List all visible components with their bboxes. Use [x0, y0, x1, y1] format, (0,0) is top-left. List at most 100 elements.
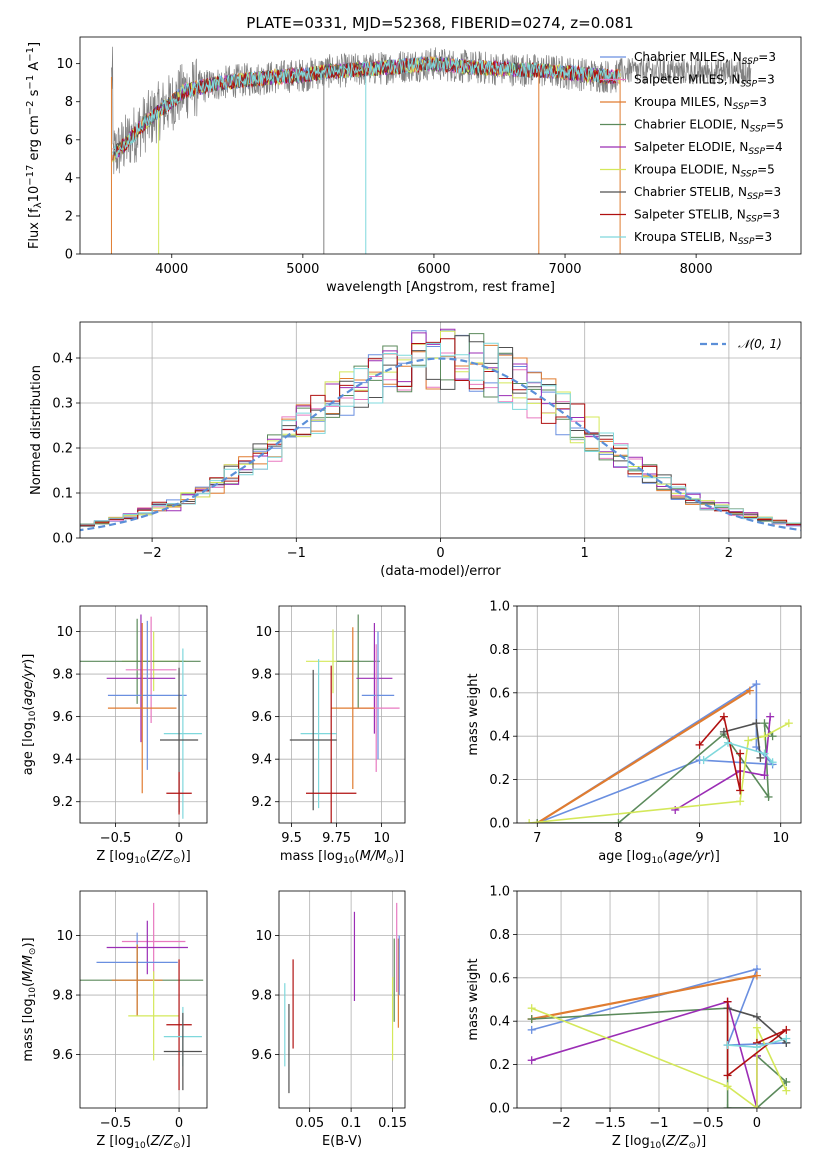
y-tick-label: 9.6	[52, 1048, 73, 1063]
x-tick-label: 9.75	[322, 831, 351, 846]
spectrum-legend: Chabrier MILES, NSSP=3 Salpeter MILES, NS…	[600, 50, 784, 247]
y-tick-label: 0.2	[489, 773, 510, 788]
x-axis-label: Z [log10(Z/Z⊙)]	[96, 849, 190, 866]
y-tick-label: 9.2	[52, 795, 73, 810]
weight-marker	[782, 1077, 791, 1086]
x-tick-label: −0.5	[100, 1116, 132, 1131]
errorbar-point	[336, 614, 380, 709]
weight-marker	[723, 1104, 732, 1108]
y-axis-label: age [log10(age/yr)]	[21, 654, 38, 776]
axes-frame	[79, 605, 208, 824]
x-tick-label: 7000	[548, 262, 581, 277]
y-axis-label: Flux [fλ10−17 erg cm−2 s−1 A−1]	[25, 42, 44, 249]
weight-marker	[764, 792, 773, 801]
x-tick-label: −2	[143, 546, 162, 561]
errorbar-point	[163, 1012, 202, 1091]
x-tick-label: 6000	[417, 262, 450, 277]
x-tick-label: −1	[649, 1116, 668, 1131]
y-axis-label: mass weight	[466, 958, 481, 1040]
errorbar-point	[128, 971, 180, 1061]
weight_vs_Z-panel: −2 −1.5 −1 −0.5 0 0.0 0.2 0.4 0.6 0.8 1.0 Z [log10(…	[466, 885, 802, 1151]
spectrum-plot-area	[110, 46, 752, 254]
weight-marker	[527, 1056, 536, 1065]
x-tick-label: 8	[614, 831, 622, 846]
errorbar-point	[107, 623, 177, 794]
weight-marker	[736, 797, 745, 806]
weight-marker	[752, 680, 761, 689]
x-tick-label: 0.15	[378, 1116, 407, 1131]
mass_vs_ebv-plot-area	[284, 902, 400, 1094]
legend-label: Kroupa ELODIE, NSSP=5	[634, 163, 775, 180]
legend-label: Salpeter ELODIE, NSSP=4	[634, 140, 783, 157]
x-tick-label: 0	[175, 831, 183, 846]
x-axis-label: Z [log10(Z/Z⊙)]	[96, 1134, 190, 1151]
y-tick-label: 0.2	[489, 1058, 510, 1073]
y-tick-label: 0.1	[52, 487, 73, 502]
errorbar-point	[107, 620, 187, 770]
weight-marker	[745, 686, 754, 695]
y-tick-label: 0.8	[489, 643, 510, 658]
weight-marker	[527, 1004, 536, 1013]
weight-marker	[782, 1086, 791, 1095]
y-tick-label: 0.2	[52, 442, 73, 457]
residuals-panel: −2 −1 0 1 2 0.0 0.1 0.2 0.3 0.4 (data-model)/error…	[29, 321, 802, 579]
y-tick-label: 0.3	[52, 397, 73, 412]
errorbar-point	[121, 902, 186, 981]
errorbar-point	[306, 665, 357, 823]
y-tick-label: 9.8	[251, 989, 272, 1004]
x-axis-label: (data-model)/error	[380, 564, 501, 579]
y-tick-label: 0.6	[489, 971, 510, 986]
weight-marker	[784, 719, 793, 728]
y-tick-label: 0.4	[52, 352, 73, 367]
figure-title: PLATE=0331, MJD=52368, FIBERID=0274, z=0…	[246, 14, 633, 32]
y-tick-label: 9.6	[52, 710, 73, 725]
legend-label: 𝒩(0, 1)	[738, 337, 782, 351]
weight-marker	[736, 786, 745, 795]
weight-series-line	[698, 714, 741, 791]
weight-marker	[752, 1023, 761, 1032]
y-tick-label: 0.0	[489, 1102, 510, 1117]
legend-label: Chabrier ELODIE, NSSP=5	[634, 118, 784, 135]
weight-marker	[752, 1043, 761, 1052]
y-tick-label: 0.0	[489, 817, 510, 832]
spectrum-panel: 4000 5000 6000 7000 8000 0 2 4 6 8 10 wavelength [A…	[25, 36, 802, 295]
x-tick-label: −1.5	[594, 1116, 626, 1131]
y-tick-label: 1.0	[489, 885, 510, 900]
x-tick-label: 9	[695, 831, 703, 846]
y-tick-label: 0.0	[52, 532, 73, 547]
x-tick-label: −0.5	[692, 1116, 724, 1131]
weight-series-line	[703, 741, 774, 763]
y-tick-label: 9.8	[52, 989, 73, 1004]
y-tick-label: 9.8	[52, 668, 73, 683]
x-axis-label: mass [log10(M/M⊙)]	[280, 849, 404, 866]
x-tick-label: −1	[287, 546, 306, 561]
model-spectrum	[112, 56, 621, 159]
y-tick-label: 9.8	[251, 668, 272, 683]
y-axis-label: mass [log10(M/M⊙)]	[21, 937, 38, 1061]
legend-label: Chabrier STELIB, NSSP=3	[634, 185, 781, 202]
y-tick-label: 0.6	[489, 686, 510, 701]
errorbar-point	[356, 623, 393, 734]
x-tick-label: 10	[373, 831, 390, 846]
y-tick-label: 0.4	[489, 1015, 510, 1030]
weight-marker	[614, 819, 623, 823]
errorbar-point	[106, 920, 188, 975]
weight-marker	[760, 771, 769, 780]
weight-marker	[723, 1071, 732, 1080]
x-tick-label: 1	[581, 546, 589, 561]
weight-marker	[723, 1082, 732, 1091]
legend-label: Salpeter STELIB, NSSP=3	[634, 208, 780, 225]
weight-marker	[736, 749, 745, 758]
x-axis-label: wavelength [Angstrom, rest frame]	[326, 280, 555, 295]
residual-histogram	[80, 342, 801, 528]
weight-marker	[527, 1025, 536, 1034]
x-tick-label: 0	[175, 1116, 183, 1131]
weight-marker	[723, 1041, 732, 1050]
weight-marker	[760, 732, 769, 741]
y-tick-label: 9.6	[251, 710, 272, 725]
weight-marker	[699, 756, 708, 765]
weight-marker	[766, 712, 775, 721]
weight-marker	[695, 740, 704, 749]
errorbar-point	[163, 648, 202, 819]
